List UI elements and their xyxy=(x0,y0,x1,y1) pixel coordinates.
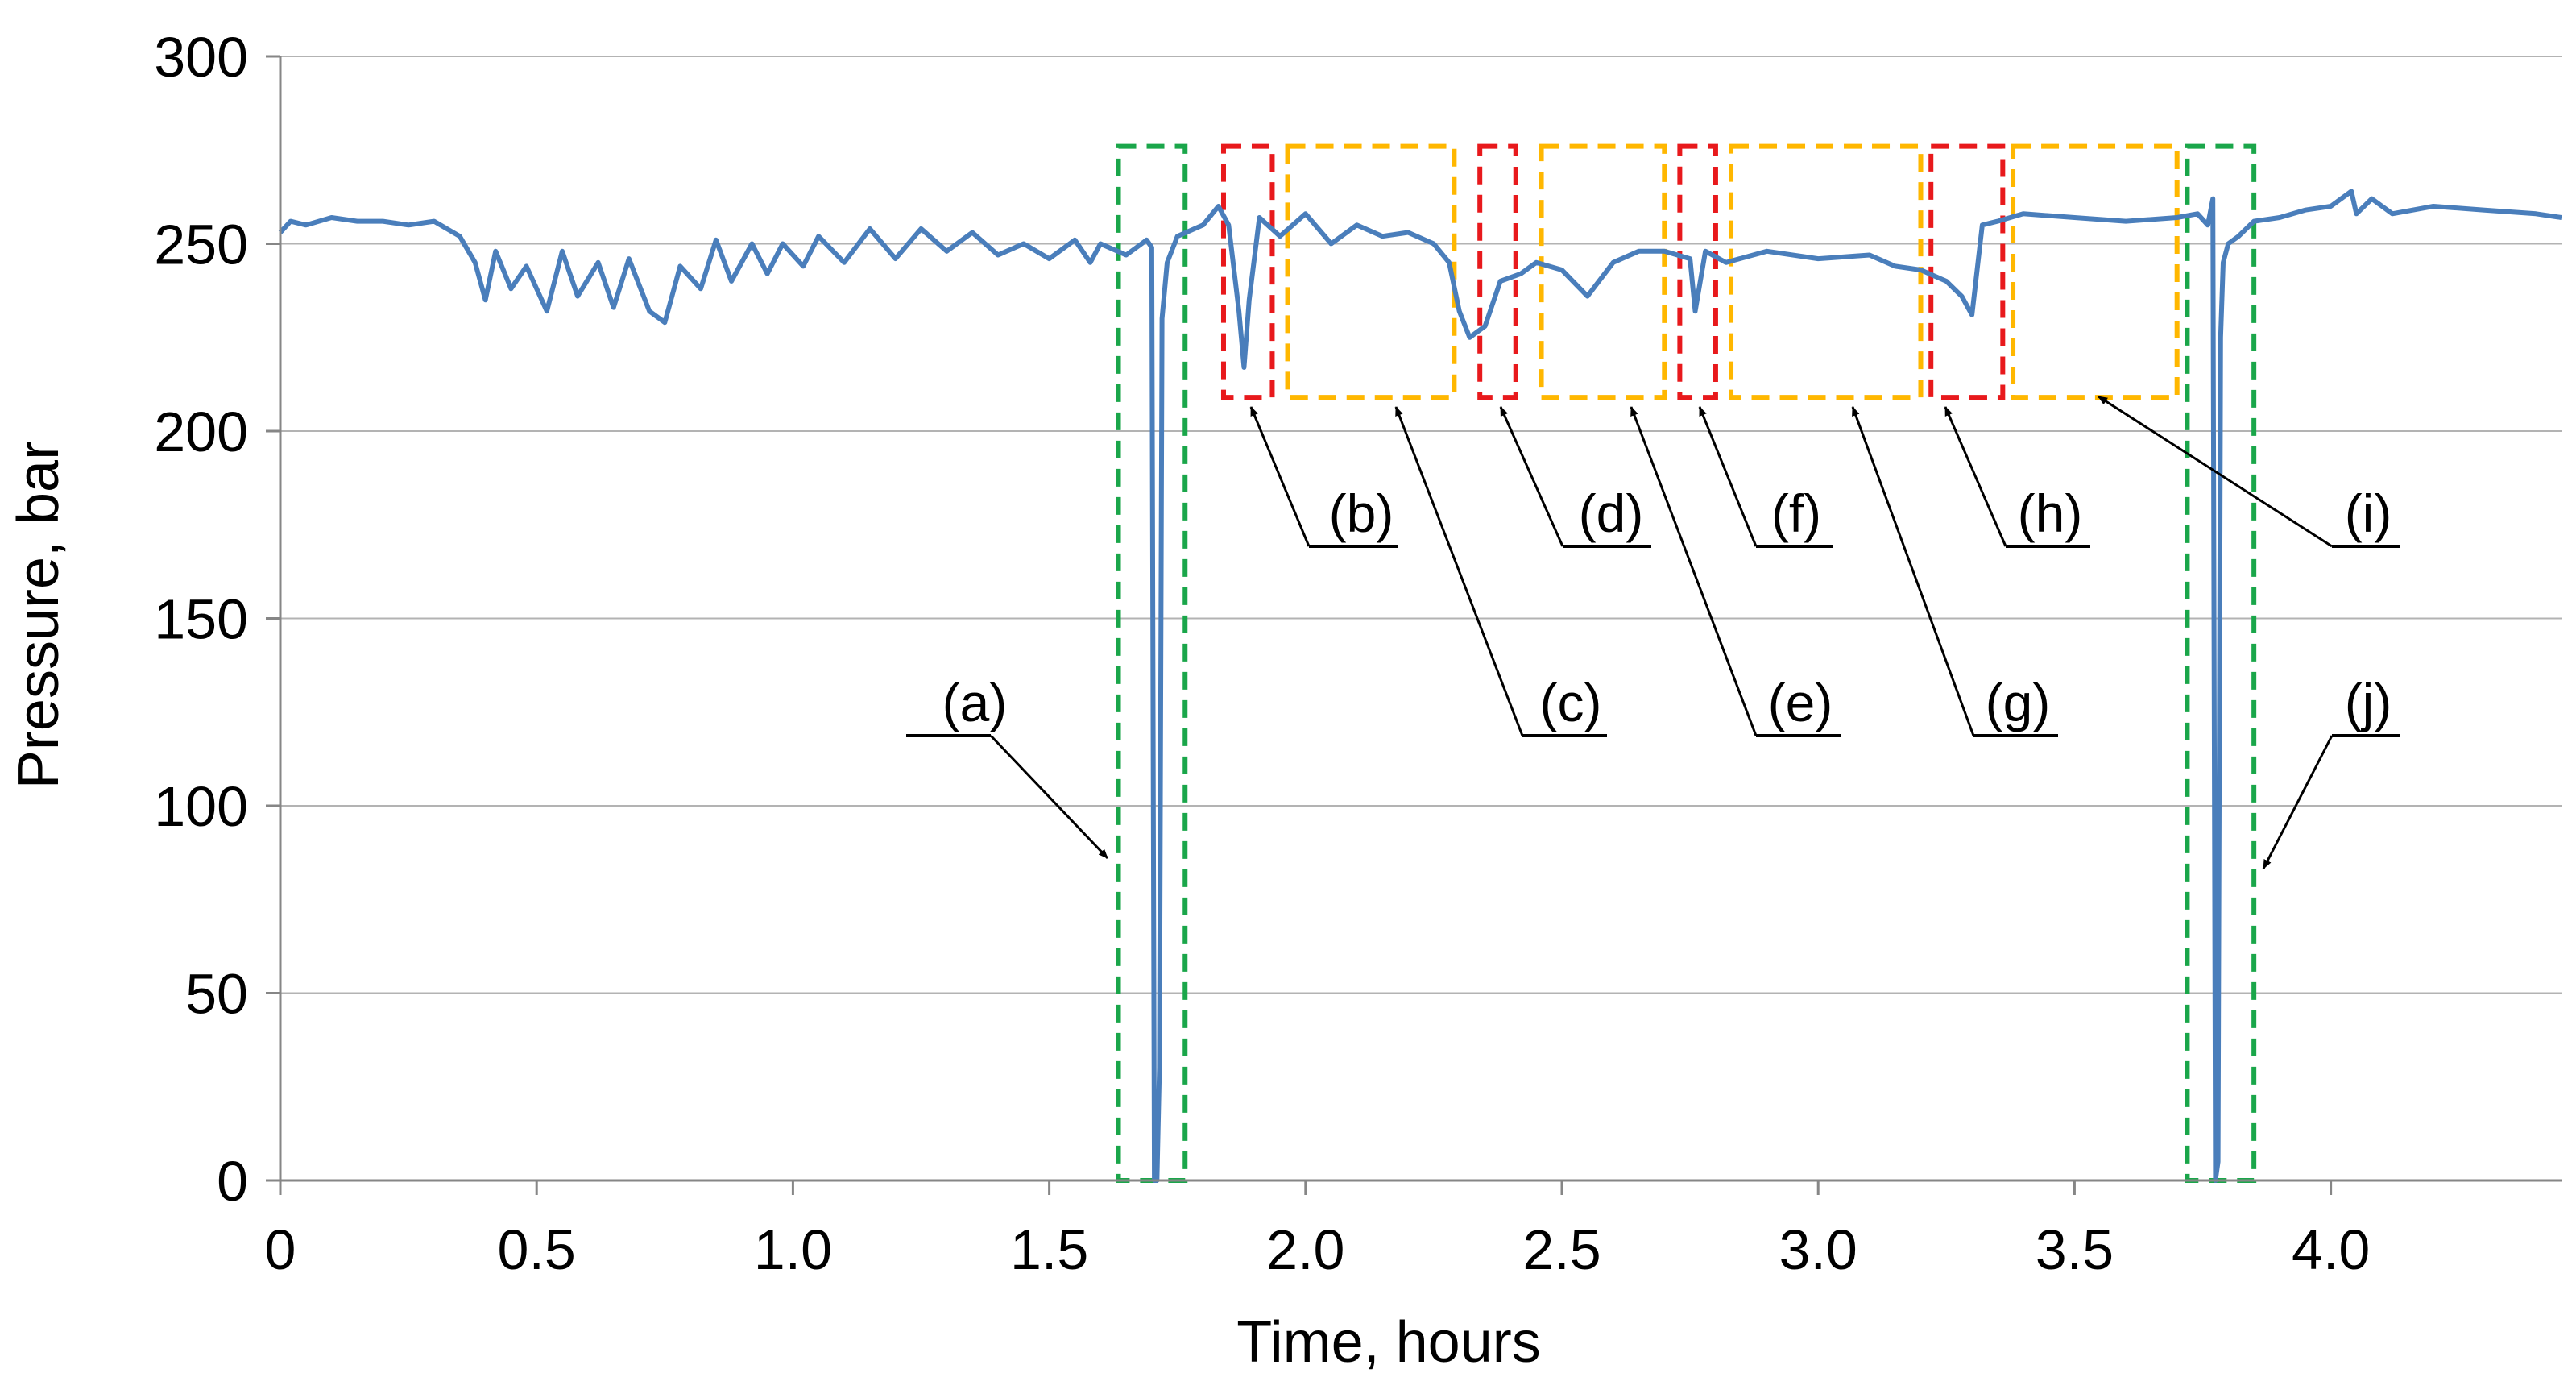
x-tick-label: 1.0 xyxy=(754,1218,832,1281)
callout-label: (h) xyxy=(2018,483,2083,543)
y-tick-label: 250 xyxy=(154,214,248,276)
callout-arrow xyxy=(1851,406,1975,736)
callout: (b) xyxy=(1249,406,1398,548)
callout: (i) xyxy=(2098,395,2400,548)
annotation-box xyxy=(1677,143,1718,400)
callout: (a) xyxy=(906,673,1109,860)
callout-arrow xyxy=(2098,395,2333,548)
y-tick-label: 0 xyxy=(217,1150,248,1213)
callout-arrow xyxy=(1698,406,1758,547)
callout-arrow xyxy=(1394,406,1524,736)
callout-label: (e) xyxy=(1768,673,1833,732)
callout: (f) xyxy=(1698,406,1833,548)
annotation-box xyxy=(1220,143,1275,400)
callout-label: (d) xyxy=(1579,483,1644,543)
x-tick-label: 3.0 xyxy=(1779,1218,1857,1281)
callout-annotations: (a) (b) (c) (d) (e) (f) (g) (h) (i) (j) xyxy=(906,395,2400,869)
y-tick-label: 300 xyxy=(154,26,248,89)
annotation-box xyxy=(1928,143,2006,400)
callout-arrow xyxy=(1249,406,1311,547)
series-line xyxy=(278,189,2562,1183)
callout-label: (f) xyxy=(1771,483,1821,543)
x-tick-label: 3.5 xyxy=(2036,1218,2114,1281)
callout: (e) xyxy=(1630,406,1841,737)
annotation-box xyxy=(2011,143,2180,400)
x-tick-label: 2.5 xyxy=(1522,1218,1601,1281)
y-tick-label: 50 xyxy=(185,963,248,1026)
y-tick-label: 100 xyxy=(154,775,248,838)
x-axis-title: Time, hours xyxy=(1236,1310,1540,1375)
annotation-box xyxy=(1729,143,1924,400)
callout-label: (a) xyxy=(942,673,1008,732)
callout-label: (j) xyxy=(2345,673,2392,732)
callout-arrow xyxy=(1630,406,1758,736)
grid-lines xyxy=(280,56,2562,994)
x-tick-label: 1.5 xyxy=(1010,1218,1088,1281)
axes xyxy=(266,55,2562,1195)
callout-arrow xyxy=(1499,406,1564,547)
y-axis-title: Pressure, bar xyxy=(6,441,71,789)
callout: (c) xyxy=(1394,406,1607,737)
callout-label: (b) xyxy=(1329,483,1394,543)
callout-label: (g) xyxy=(1986,673,2051,732)
callout: (g) xyxy=(1851,406,2058,737)
callout-label: (i) xyxy=(2345,483,2392,543)
annotation-box xyxy=(1477,143,1518,400)
series-layer xyxy=(278,189,2562,1183)
callout-arrow xyxy=(989,734,1109,860)
callout-arrow xyxy=(2262,735,2334,869)
callout-label: (c) xyxy=(1540,673,1602,732)
y-tick-label: 150 xyxy=(154,588,248,651)
y-tick-labels: 0 50 100 150 200 250 300 xyxy=(154,26,248,1213)
callout: (j) xyxy=(2262,673,2400,869)
annotation-box xyxy=(1539,143,1667,400)
x-tick-label: 0.5 xyxy=(498,1218,576,1281)
callout-arrow xyxy=(1944,406,2007,547)
x-tick-label: 2.0 xyxy=(1266,1218,1344,1281)
x-tick-labels: 0 0.5 1.0 1.5 2.0 2.5 3.0 3.5 4.0 xyxy=(265,1218,2371,1281)
annotation-box xyxy=(1285,143,1457,400)
callout: (h) xyxy=(1944,406,2090,548)
x-tick-label: 4.0 xyxy=(2292,1218,2370,1281)
callout: (d) xyxy=(1499,406,1651,548)
annotation-boxes xyxy=(1116,143,2257,1184)
x-tick-label: 0 xyxy=(265,1218,296,1281)
y-tick-label: 200 xyxy=(154,400,248,463)
